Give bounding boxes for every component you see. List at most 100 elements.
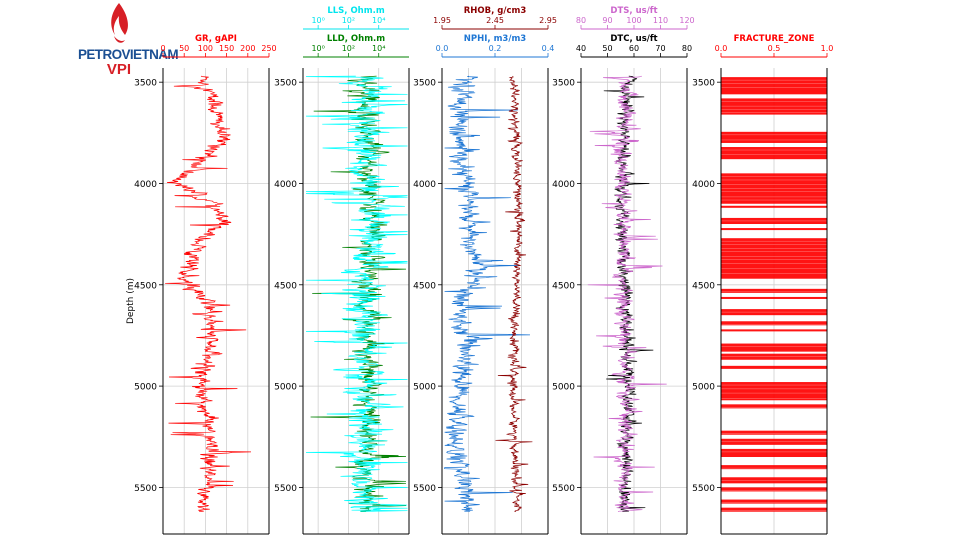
axis-title-dtc: DTC, us/ft [610,34,657,44]
axis-tick-label-dts: 80 [576,16,586,25]
fracture-zone-band [721,238,827,279]
axis-tick-label-lls: 10⁴ [372,16,385,25]
axis-tick-label-dtc: 70 [655,44,665,53]
axis-title-lld: LLD, Ohm.m [327,34,385,44]
fracture-zone-band [721,477,827,484]
axis-tick-label-nphi: 0.0 [436,44,449,53]
axis-tick-label-nphi: 0.2 [489,44,502,53]
axis-tick-label-fracture: 0.5 [768,44,781,53]
depth-tick-label: 5000 [413,383,436,393]
axis-tick-label-dtc: 60 [629,44,639,53]
fracture-track: 3500 4000 4500 5000 5500 0.0 0.5 1.0 FRACTURE_ZO… [692,34,834,535]
fracture-zone-band [721,228,827,231]
curve-dts [587,75,667,513]
depth-tick-label: 5000 [134,383,157,393]
logo-wordmark: PETROVIETNAM [78,47,179,62]
axis-tick-label-lld: 10⁴ [372,44,385,53]
depth-tick-label: 4000 [134,180,157,190]
fracture-zone-band [721,296,827,299]
depth-tick-label: 3500 [134,79,157,89]
depth-tick-label: 5500 [134,484,157,494]
depth-tick-label: 4500 [692,281,715,291]
fracture-zone-band [721,465,827,470]
depth-tick-label: 3500 [692,79,715,89]
fracture-zone-band [721,217,827,225]
axis-tick-label-dtc: 50 [602,44,612,53]
curve-nphi [444,75,531,513]
fracture-zone-band [721,321,827,326]
axis-tick-label-rhob: 2.45 [486,16,504,25]
fracture-zone-band [721,77,827,95]
curve-rhob [495,75,533,513]
depth-tick-label: 4000 [274,180,297,190]
fracture-zone-band [721,382,827,401]
axis-tick-label-dts: 120 [679,16,694,25]
flame-icon [111,3,128,43]
depth-tick-label: 4500 [134,281,157,291]
fracture-zone-band [721,404,827,409]
fracture-zone-band [721,288,827,293]
axis-tick-label-gr: 50 [179,44,189,53]
depth-tick-label: 3500 [552,79,575,89]
depth-tick-label: 3500 [274,79,297,89]
depth-tick-label: 4000 [413,180,436,190]
axis-tick-label-lld: 10² [342,44,355,53]
axis-tick-label-dts: 100 [626,16,641,25]
fracture-zone-band [721,147,827,160]
curve-lls [305,75,408,513]
axis-title-nphi: NPHI, m3/m3 [464,34,527,44]
axis-tick-label-gr: 150 [219,44,234,53]
axis-title-dts: DTS, us/ft [610,6,657,16]
axis-tick-label-dts: 90 [602,16,612,25]
axis-tick-label-fracture: 0.0 [715,44,728,53]
axis-tick-label-fracture: 1.0 [821,44,834,53]
axis-tick-label-dtc: 80 [682,44,692,53]
depth-tick-label: 4500 [413,281,436,291]
company-logo: PETROVIETNAM VPI [78,0,179,82]
fracture-zone-band [721,329,827,332]
depth-tick-label: 5500 [274,484,297,494]
logo-subtitle: VPI [106,61,132,78]
axis-tick-label-gr: 100 [198,44,213,53]
fracture-zone-band [721,438,827,445]
depth-tick-label: 4500 [274,281,297,291]
depth-tick-label: 5500 [413,484,436,494]
fracture-zone-band [721,353,827,360]
axis-tick-label-gr: 0 [160,44,165,53]
fracture-zone-band [721,365,827,369]
depth-tick-label: 5500 [552,484,575,494]
axis-tick-label-lls: 10² [342,16,355,25]
curve-gr [165,75,252,513]
axis-tick-label-gr: 200 [240,44,255,53]
axis-title-rhob: RHOB, g/cm3 [464,6,527,16]
fracture-zone-band [721,487,827,492]
axis-tick-label-lls: 10⁰ [311,16,324,25]
curve-dtc [603,75,654,513]
fracture-zone-band [721,205,827,208]
axis-tick-label-lld: 10⁰ [311,44,324,53]
depth-tick-label: 4000 [552,180,575,190]
depth-tick-label: 5000 [692,383,715,393]
axis-title-fracture: FRACTURE_ZONE [734,34,815,44]
fracture-zone-band [721,309,827,316]
fracture-zone-band [721,507,827,512]
axis-tick-label-gr: 250 [261,44,276,53]
depth-tick-label: 4000 [692,180,715,190]
depth-tick-label: 5000 [274,383,297,393]
fracture-zone-band [721,131,827,143]
fracture-zone-band [721,448,827,458]
depth-axis-label: Depth (m) [126,278,136,324]
sonic-track: 3500 4000 4500 5000 5500 40 50 60 70 80 DTC, us/ft… [552,6,695,535]
fracture-zone-band [721,343,827,352]
depth-tick-label: 5000 [552,383,575,393]
depth-tick-label: 5500 [692,484,715,494]
density-neutron-track: 3500 4000 4500 5000 5500 0.0 0.2 0.4 NPHI, m3/m3… [413,6,557,535]
fracture-zone-band [721,98,827,115]
axis-title-gr: GR, gAPI [195,34,237,44]
gr-track: 3500 4000 4500 5000 5500 0 50 100 150 200 250 GR, g… [134,34,277,535]
axis-title-lls: LLS, Ohm.m [327,6,385,16]
axis-tick-label-nphi: 0.4 [542,44,555,53]
